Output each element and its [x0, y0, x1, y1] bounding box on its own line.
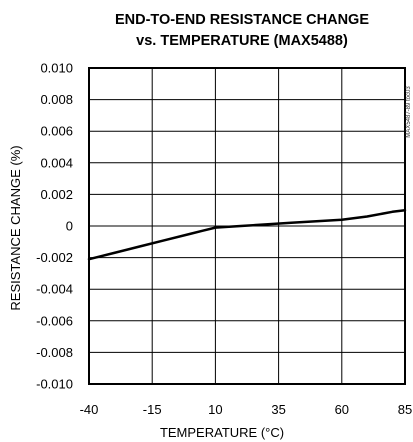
x-tick-label: -40 [80, 402, 99, 417]
y-tick-label: -0.010 [36, 377, 73, 392]
y-tick-label: -0.002 [36, 250, 73, 265]
x-tick-label: 35 [271, 402, 285, 417]
y-tick-label: 0.010 [40, 61, 73, 76]
x-tick-labels: -40 -15 10 35 60 85 [80, 402, 413, 417]
x-tick-label: 85 [398, 402, 412, 417]
y-tick-label: 0 [66, 219, 73, 234]
y-tick-label: 0.008 [40, 92, 73, 107]
y-tick-label: 0.006 [40, 124, 73, 139]
grid [89, 68, 405, 384]
chart-title-line2: vs. TEMPERATURE (MAX5488) [136, 33, 348, 49]
series-line [87, 208, 407, 261]
y-axis-label: RESISTANCE CHANGE (%) [8, 145, 23, 310]
x-tick-label: 10 [208, 402, 222, 417]
figure-code-note: MAX5487-89 toc03 [406, 86, 412, 138]
y-tick-label: 0.002 [40, 187, 73, 202]
y-tick-label: -0.004 [36, 282, 73, 297]
x-axis-label: TEMPERATURE (°C) [160, 425, 284, 440]
chart-title-line1: END-TO-END RESISTANCE CHANGE [115, 12, 369, 28]
y-tick-label: -0.006 [36, 313, 73, 328]
y-tick-label: 0.004 [40, 155, 73, 170]
plot-frame [88, 67, 406, 385]
x-tick-label: -15 [143, 402, 162, 417]
x-tick-label: 60 [335, 402, 349, 417]
y-tick-label: -0.008 [36, 345, 73, 360]
y-tick-labels: -0.010 -0.008 -0.006 -0.004 -0.002 0 0.002 0.00… [36, 61, 73, 392]
